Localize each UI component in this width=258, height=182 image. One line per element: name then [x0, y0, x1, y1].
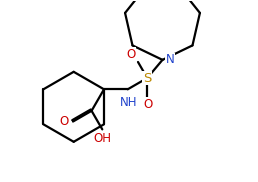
Text: OH: OH	[93, 132, 111, 145]
Text: S: S	[143, 72, 151, 84]
Text: N: N	[166, 53, 175, 66]
Text: O: O	[144, 98, 153, 111]
Text: O: O	[126, 48, 136, 61]
Text: O: O	[60, 115, 69, 128]
Text: NH: NH	[120, 96, 138, 109]
